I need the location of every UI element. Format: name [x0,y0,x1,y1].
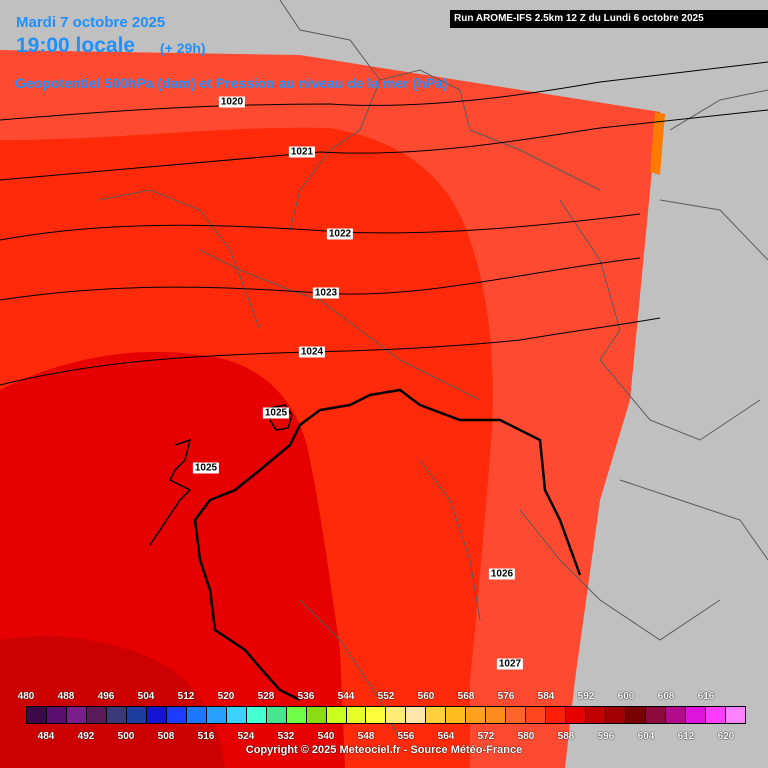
forecast-date: Mardi 7 octobre 2025 [16,14,166,31]
legend-swatch [685,707,706,723]
legend-label: 484 [37,731,55,742]
model-run-info: Run AROME-IFS 2.5km 12 Z du Lundi 6 octo… [450,10,768,28]
legend-swatch [506,707,527,723]
legend-label: 600 [617,691,635,702]
legend-label: 500 [117,731,135,742]
legend-swatch [606,707,627,723]
parameter-title: Geopotentiel 500hPa (dam) et Pression au… [15,75,448,91]
legend-label: 532 [277,731,295,742]
legend-label: 528 [257,691,275,702]
legend-swatch [86,707,107,723]
legend-label: 516 [197,731,215,742]
copyright-notice: Copyright © 2025 Meteociel.fr - Source M… [245,744,523,756]
legend-label: 552 [377,691,395,702]
legend-swatch [546,707,567,723]
isobar-label: 1023 [312,287,340,299]
island-shape [269,404,293,431]
legend-color-bar [26,706,746,724]
legend-swatch [106,707,127,723]
coastline [149,438,192,546]
legend-label: 480 [17,691,35,702]
legend-label: 548 [357,731,375,742]
legend-label: 524 [237,731,255,742]
legend-label: 496 [97,691,115,702]
legend-swatch [286,707,307,723]
legend-swatch [266,707,287,723]
legend-label: 588 [557,731,575,742]
isobar-label: 1024 [298,346,326,358]
legend-label: 520 [217,691,235,702]
legend-swatch [526,707,547,723]
legend-swatch [466,707,487,723]
legend-swatch [406,707,427,723]
legend-label: 612 [677,731,695,742]
legend-label: 592 [577,691,595,702]
legend-swatch [566,707,587,723]
legend-swatch [146,707,167,723]
legend-label: 492 [77,731,95,742]
color-legend: 480 488 496 504 512 520 528 536 544 552 … [0,688,768,768]
legend-swatch [206,707,227,723]
legend-label: 560 [417,691,435,702]
legend-label: 596 [597,731,615,742]
field-588-band [0,636,225,768]
legend-swatch [166,707,187,723]
legend-swatch [705,707,726,723]
legend-label: 616 [697,691,715,702]
isobar-label: 1020 [218,96,246,108]
isobar-label: 1026 [488,568,516,580]
legend-swatch [246,707,267,723]
legend-label: 540 [317,731,335,742]
legend-label: 572 [477,731,495,742]
legend-label: 584 [537,691,555,702]
legend-label: 604 [637,731,655,742]
forecast-lead-time: (+ 29h) [160,40,206,56]
legend-swatch [446,707,467,723]
isobar-label: 1025 [192,462,220,474]
national-border [193,388,582,702]
legend-label: 504 [137,691,155,702]
legend-label: 564 [437,731,455,742]
legend-bottom-labels: 484 492 500 508 516 524 532 540 548 556 … [0,731,768,743]
legend-label: 512 [177,691,195,702]
legend-swatch [366,707,387,723]
legend-label: 568 [457,691,475,702]
legend-swatch [346,707,367,723]
legend-swatch [326,707,347,723]
domain-edge-orange [650,112,665,175]
legend-label: 536 [297,691,315,702]
isobar-label: 1022 [326,228,354,240]
isobar-label: 1021 [288,146,316,158]
legend-label: 576 [497,691,515,702]
legend-label: 580 [517,731,535,742]
legend-swatch [126,707,147,723]
legend-swatch [386,707,407,723]
legend-swatch [725,707,745,723]
legend-label: 620 [717,731,735,742]
legend-swatch [186,707,207,723]
legend-swatch [666,707,686,723]
legend-swatch [626,707,647,723]
legend-swatch [27,707,47,723]
legend-label: 508 [157,731,175,742]
legend-swatch [586,707,607,723]
forecast-time: 19:00 locale [16,34,136,57]
legend-swatch [486,707,507,723]
country-borders [99,0,768,741]
isobar-label: 1025 [262,407,290,419]
isobar-label: 1027 [496,658,524,670]
legend-swatch [66,707,87,723]
legend-swatch [226,707,247,723]
legend-label: 556 [397,731,415,742]
legend-swatch [646,707,666,723]
legend-top-labels: 480 488 496 504 512 520 528 536 544 552 … [0,691,768,703]
legend-label: 544 [337,691,355,702]
legend-label: 488 [57,691,75,702]
legend-swatch [426,707,447,723]
legend-label: 608 [657,691,675,702]
legend-swatch [46,707,67,723]
legend-swatch [306,707,327,723]
